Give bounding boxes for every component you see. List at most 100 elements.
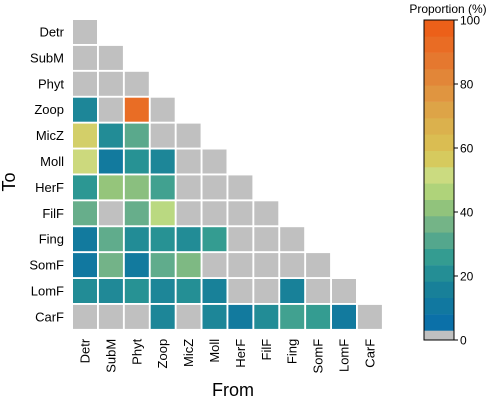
colorbar-block xyxy=(424,134,454,151)
heatmap-cell-Fing-Zoop xyxy=(150,227,175,252)
heatmap-cell-CarF-Detr xyxy=(73,304,97,329)
y-tick-label: FilF xyxy=(42,206,64,221)
colorbar-block xyxy=(424,199,454,217)
heatmap-cell-Phyt-Phyt xyxy=(124,71,149,96)
heatmap-cell-Moll-SubM xyxy=(98,149,123,174)
heatmap-cell-Fing-FilF xyxy=(254,227,279,252)
x-tick-label: CarF xyxy=(362,339,377,368)
y-tick-labels: Detr SubM Phyt Zoop MicZ Moll HerF FilF Fing SomF… xyxy=(29,25,64,325)
heatmap-cell-MicZ-Phyt xyxy=(124,123,149,148)
heatmap-cell-SomF-Phyt xyxy=(124,253,149,278)
y-tick-label: LomF xyxy=(31,284,64,299)
heatmap-cell-HerF-MicZ xyxy=(176,175,201,200)
heatmap-cell-LomF-Moll xyxy=(202,279,227,303)
colorbar-tick-label: 100 xyxy=(460,14,480,28)
colorbar-block xyxy=(424,216,454,233)
heatmap-cell-LomF-SomF xyxy=(306,279,331,303)
colorbar-block xyxy=(424,265,454,282)
heatmap-cell-FilF-HerF xyxy=(228,201,253,226)
heatmap-cell-SomF-SomF xyxy=(306,253,331,278)
heatmap-cell-SomF-HerF xyxy=(228,253,253,278)
colorbar-block xyxy=(424,248,454,266)
heatmap-cell-HerF-SubM xyxy=(98,175,123,200)
colorbar-frame xyxy=(423,19,455,341)
x-tick-label: MicZ xyxy=(181,339,196,367)
heatmap-cell-Fing-Moll xyxy=(202,227,227,252)
heatmap-cell-CarF-SomF xyxy=(306,304,331,329)
heatmap-cell-Phyt-SubM xyxy=(98,71,123,96)
colorbar-block xyxy=(424,101,454,119)
heatmap-cells xyxy=(73,20,382,329)
heatmap-cell-LomF-Phyt xyxy=(124,279,149,303)
colorbar-block xyxy=(424,118,454,135)
colorbar-label: Proportion (%) xyxy=(409,2,486,16)
colorbar-tick-label: 60 xyxy=(460,142,474,156)
heatmap-cell-CarF-Fing xyxy=(280,304,305,329)
colorbar-block xyxy=(424,150,454,168)
colorbar-block xyxy=(424,36,454,53)
heatmap-cell-LomF-LomF xyxy=(332,279,356,303)
heatmap-cell-SomF-Zoop xyxy=(150,253,175,278)
heatmap-cell-Zoop-SubM xyxy=(98,97,123,122)
x-tick-label: Detr xyxy=(78,338,93,363)
heatmap-cell-Phyt-Detr xyxy=(73,71,97,96)
colorbar-block xyxy=(424,69,454,86)
heatmap-cell-Moll-Zoop xyxy=(150,149,175,174)
heatmap-cell-Fing-MicZ xyxy=(176,227,201,252)
heatmap-cell-CarF-Zoop xyxy=(150,304,175,329)
colorbar-tick-label: 20 xyxy=(460,270,474,284)
colorbar-zero-block xyxy=(424,330,454,340)
y-tick-label: Fing xyxy=(39,232,64,247)
x-axis-label: From xyxy=(212,380,254,400)
y-axis-label: To xyxy=(0,172,19,191)
colorbar-block xyxy=(424,281,454,298)
colorbar-block xyxy=(424,297,454,315)
heatmap-cell-HerF-Moll xyxy=(202,175,227,200)
heatmap-cell-Zoop-Zoop xyxy=(150,97,175,122)
heatmap-cell-FilF-FilF xyxy=(254,201,279,226)
heatmap-cell-MicZ-MicZ xyxy=(176,123,201,148)
heatmap-cell-Zoop-Phyt xyxy=(124,97,149,122)
x-tick-labels: Detr SubM Phyt Zoop MicZ Moll HerF FilF Fing SomF… xyxy=(78,338,378,373)
heatmap-cell-FilF-MicZ xyxy=(176,201,201,226)
y-tick-label: Zoop xyxy=(34,102,64,117)
x-tick-label: SomF xyxy=(311,339,326,374)
heatmap-cell-SomF-Moll xyxy=(202,253,227,278)
heatmap-cell-SubM-SubM xyxy=(98,45,123,70)
colorbar-tick-label: 0 xyxy=(460,334,467,348)
heatmap-cell-CarF-Phyt xyxy=(124,304,149,329)
x-tick-label: Moll xyxy=(207,339,222,363)
y-tick-label: Phyt xyxy=(38,76,64,91)
y-tick-label: Detr xyxy=(39,25,64,40)
heatmap-cell-Fing-HerF xyxy=(228,227,253,252)
x-tick-label: FilF xyxy=(259,339,274,361)
colorbar-tick-label: 40 xyxy=(460,206,474,220)
heatmap-cell-Moll-Phyt xyxy=(124,149,149,174)
heatmap-cell-LomF-SubM xyxy=(98,279,123,303)
heatmap-cell-FilF-Moll xyxy=(202,201,227,226)
heatmap-cell-FilF-Detr xyxy=(73,201,97,226)
heatmap-cell-Moll-Detr xyxy=(73,149,97,174)
heatmap-cell-Fing-Phyt xyxy=(124,227,149,252)
y-tick-label: MicZ xyxy=(36,128,64,143)
x-tick-label: Phyt xyxy=(129,338,144,364)
x-tick-label: Zoop xyxy=(155,339,170,369)
heatmap-cell-MicZ-SubM xyxy=(98,123,123,148)
heatmap-cell-LomF-Zoop xyxy=(150,279,175,303)
colorbar-block xyxy=(424,20,454,37)
heatmap-cell-SomF-FilF xyxy=(254,253,279,278)
colorbar-block xyxy=(424,85,454,102)
heatmap-cell-CarF-SubM xyxy=(98,304,123,329)
x-tick-label: Fing xyxy=(285,339,300,364)
heatmap-cell-LomF-Fing xyxy=(280,279,305,303)
heatmap-cell-CarF-Moll xyxy=(202,304,227,329)
heatmap-cell-CarF-HerF xyxy=(228,304,253,329)
colorbar-block xyxy=(424,167,454,184)
heatmap-cell-Fing-SubM xyxy=(98,227,123,252)
heatmap-cell-MicZ-Detr xyxy=(73,123,97,148)
y-tick-label: SomF xyxy=(29,258,64,273)
y-tick-label: SubM xyxy=(30,50,64,65)
heatmap-cell-LomF-MicZ xyxy=(176,279,201,303)
colorbar-block xyxy=(424,183,454,200)
heatmap-cell-Detr-Detr xyxy=(73,20,97,44)
